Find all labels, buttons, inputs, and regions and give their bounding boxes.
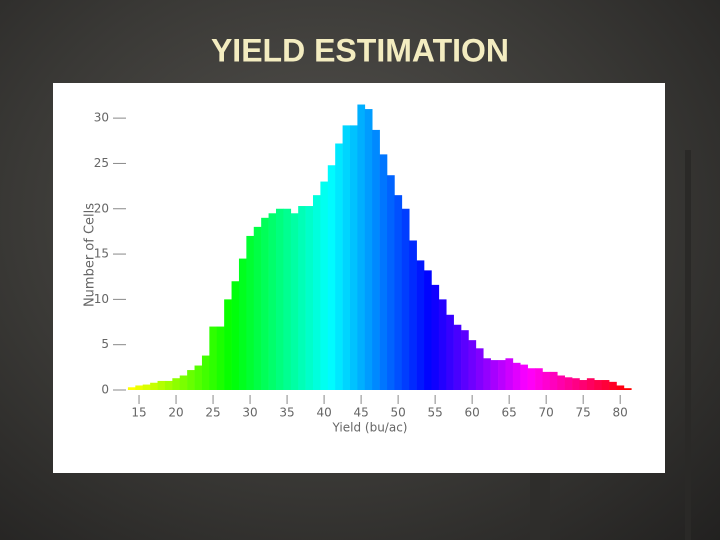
bar <box>327 165 336 390</box>
y-tick-label: 25 <box>94 156 109 170</box>
x-tick-label: 45 <box>353 406 368 420</box>
bar <box>461 330 469 390</box>
bar <box>505 358 514 390</box>
bar <box>231 281 240 390</box>
y-tick-label: 20 <box>94 201 109 215</box>
x-tick-label: 20 <box>168 406 183 420</box>
bar <box>594 380 602 390</box>
bar <box>290 213 299 390</box>
bar <box>320 181 329 390</box>
x-tick-label: 70 <box>539 406 554 420</box>
y-axis-label: Number of Cells <box>83 203 98 307</box>
bar <box>372 129 380 390</box>
bar <box>475 348 484 390</box>
bar <box>164 380 173 390</box>
bar <box>246 235 255 390</box>
bar <box>350 125 358 390</box>
bar <box>157 380 166 390</box>
bar <box>431 284 440 390</box>
y-tick-label: 10 <box>94 292 109 306</box>
bar <box>623 388 632 390</box>
bar <box>535 368 543 390</box>
bar <box>364 109 373 390</box>
bar <box>394 195 403 390</box>
bar <box>357 104 366 390</box>
bar <box>127 387 136 390</box>
bar <box>305 206 314 390</box>
bar <box>172 378 181 390</box>
bar <box>453 324 462 390</box>
bar <box>616 385 625 390</box>
bar <box>275 208 284 390</box>
bar <box>379 154 388 390</box>
bar <box>201 355 210 390</box>
bar <box>512 362 521 390</box>
bar <box>609 381 617 390</box>
bar <box>498 360 506 390</box>
x-tick-label: 30 <box>242 406 257 420</box>
x-tick-label: 25 <box>205 406 220 420</box>
bar <box>238 258 247 390</box>
bar <box>557 375 565 390</box>
bar <box>298 206 306 390</box>
x-tick-label: 60 <box>465 406 480 420</box>
bar <box>342 125 351 390</box>
chart-title: YIELD ESTIMATION <box>211 32 509 68</box>
bar <box>601 380 610 390</box>
x-tick-label: 65 <box>502 406 517 420</box>
bar <box>209 326 218 390</box>
bar <box>542 371 551 390</box>
bar <box>179 375 188 390</box>
bar <box>579 380 588 390</box>
x-tick-label: 40 <box>316 406 331 420</box>
bar <box>312 195 321 390</box>
y-tick-label: 0 <box>101 383 109 397</box>
x-tick-label: 80 <box>613 406 628 420</box>
x-tick-label: 35 <box>279 406 294 420</box>
bar <box>135 385 144 390</box>
bar <box>268 213 277 390</box>
bar <box>224 299 232 390</box>
y-tick-label: 15 <box>94 247 109 261</box>
bar <box>520 364 528 390</box>
bar <box>253 226 262 390</box>
bar <box>187 370 195 390</box>
bar <box>468 340 477 390</box>
bar <box>483 358 491 390</box>
bar <box>261 217 269 390</box>
bar <box>194 365 203 390</box>
bar <box>409 240 417 390</box>
scale-decoration <box>530 470 550 540</box>
x-axis-label: Yield (bu/ac) <box>332 421 408 435</box>
x-tick-label: 15 <box>131 406 146 420</box>
bar <box>142 384 151 390</box>
bar <box>335 143 343 390</box>
bar <box>549 371 558 390</box>
bar <box>490 360 499 390</box>
x-tick-label: 55 <box>427 406 442 420</box>
bar <box>401 208 410 390</box>
bar <box>416 260 425 390</box>
bar <box>150 382 158 390</box>
bar <box>387 175 395 390</box>
bar <box>572 378 580 390</box>
bar <box>564 377 573 390</box>
x-tick-label: 75 <box>576 406 591 420</box>
bar <box>446 314 454 390</box>
bar <box>586 378 595 390</box>
y-tick-label: 30 <box>94 111 109 125</box>
bar <box>438 299 447 390</box>
y-tick-label: 5 <box>101 337 109 351</box>
bar <box>216 326 225 390</box>
x-tick-label: 50 <box>390 406 405 420</box>
bar <box>424 270 432 390</box>
bar <box>283 208 292 390</box>
bar <box>527 368 536 390</box>
